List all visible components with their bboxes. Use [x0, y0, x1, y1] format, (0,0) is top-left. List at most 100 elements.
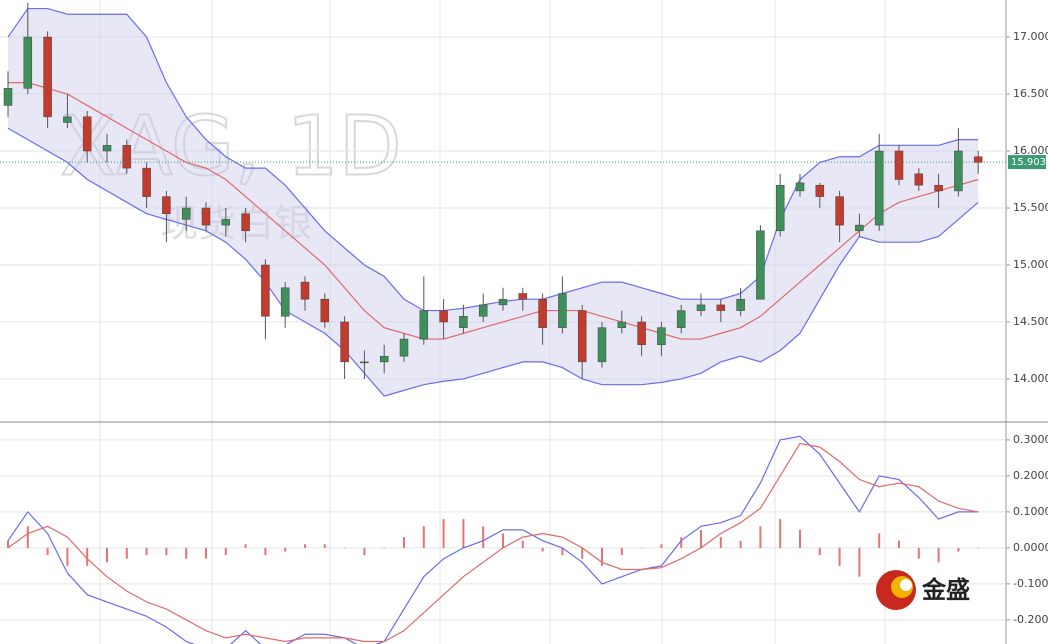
candle-body — [478, 304, 488, 317]
logo: 金盛 — [876, 570, 970, 610]
candle-body — [934, 184, 943, 192]
histogram-bar — [878, 533, 881, 548]
candle-body — [716, 304, 726, 311]
y-tick-label: 0.0000 — [1013, 541, 1048, 554]
candle-body — [241, 213, 250, 232]
histogram-bar — [66, 547, 69, 566]
candle-body — [775, 184, 785, 232]
histogram-bar — [482, 526, 485, 548]
candle-body — [914, 173, 924, 186]
logo-icon-hole — [900, 579, 912, 591]
histogram-bar — [185, 547, 188, 559]
dif-line — [7, 435, 979, 644]
histogram-bar — [977, 547, 980, 549]
histogram-bar — [818, 547, 821, 556]
histogram-bar — [462, 519, 465, 548]
y-tick-label: 16.000 — [1013, 144, 1048, 157]
candle-body — [162, 196, 171, 214]
histogram-bar — [541, 547, 544, 552]
candle-body — [439, 310, 448, 323]
histogram-bar — [363, 547, 366, 556]
lower-band — [7, 127, 979, 397]
histogram-bar — [403, 537, 405, 548]
y-tick-label: 15.000 — [1013, 258, 1048, 271]
y-tick-label: 17.000 — [1013, 30, 1048, 43]
histogram-bar — [858, 547, 861, 577]
histogram-bar — [719, 537, 722, 548]
candle-body — [122, 145, 132, 169]
histogram-bar — [383, 547, 386, 549]
candle-body — [756, 230, 765, 300]
histogram-bar — [343, 547, 346, 549]
candle-body — [973, 156, 983, 163]
histogram-bar — [304, 544, 306, 548]
candle-body — [795, 182, 805, 192]
histogram-bar — [323, 544, 326, 548]
histogram-bar — [700, 529, 702, 548]
candle-body — [340, 321, 349, 363]
candle-body — [221, 219, 231, 226]
candle-body — [43, 36, 52, 118]
y-tick-label: 0.2000 — [1013, 469, 1048, 482]
y-tick-label: -0.2000 — [1013, 613, 1048, 626]
histogram-bar — [165, 547, 168, 556]
candle-body — [360, 361, 369, 364]
candle-body — [102, 145, 112, 152]
candle-body — [696, 304, 706, 311]
histogram-bar — [244, 544, 247, 548]
histogram-bar — [125, 547, 128, 559]
histogram-bar — [106, 547, 108, 563]
histogram-bar — [917, 547, 920, 559]
histogram-bar — [502, 533, 504, 548]
candle-body — [815, 184, 825, 197]
candle-body — [419, 310, 429, 340]
band-area — [8, 8, 979, 397]
histogram-bar — [7, 540, 9, 548]
histogram-bar — [937, 547, 940, 563]
histogram-bar — [46, 547, 49, 556]
middle-band — [8, 82, 979, 340]
candle-body — [142, 167, 151, 197]
y-tick-label: 0.1000 — [1013, 505, 1048, 518]
logo-text: 金盛 — [921, 576, 970, 604]
candle-body — [518, 293, 528, 300]
histogram-bar — [759, 526, 762, 548]
candle-body — [558, 293, 567, 328]
candle-body — [637, 321, 646, 346]
histogram-bar — [284, 547, 287, 552]
y-tick-label: 16.500 — [1013, 87, 1048, 100]
histogram-bar — [561, 547, 564, 556]
histogram-bar — [422, 526, 425, 548]
y-tick-label: 14.000 — [1013, 372, 1048, 385]
last-price-label: 15.903 — [1011, 157, 1046, 168]
histogram-bar — [660, 544, 663, 548]
histogram-bar — [581, 547, 584, 559]
candle-body — [617, 321, 627, 328]
y-tick-label: 14.500 — [1013, 315, 1048, 328]
candle-body — [3, 88, 13, 106]
histogram-bar — [264, 547, 267, 556]
histogram-bar — [601, 547, 603, 566]
candle-body — [954, 150, 963, 192]
last-price-box — [1008, 155, 1046, 170]
histogram-bar — [521, 540, 524, 548]
candle-body — [201, 207, 211, 226]
candle-body — [835, 196, 844, 226]
candle-body — [676, 310, 686, 328]
y-tick-label: 0.3000 — [1013, 433, 1048, 446]
upper-band — [7, 7, 979, 312]
candle-body — [498, 298, 508, 306]
candle-body — [399, 338, 409, 357]
candle-body — [855, 224, 864, 232]
candle-body — [300, 281, 310, 300]
histogram-bar — [86, 547, 89, 566]
histogram-bar — [620, 547, 623, 556]
dea-line — [7, 442, 979, 643]
histogram-bar — [442, 519, 445, 548]
candle-body — [23, 36, 33, 89]
histogram-bar — [838, 547, 841, 566]
candle-body — [577, 310, 587, 363]
candle-body — [597, 327, 607, 363]
histogram-bar — [799, 529, 801, 548]
